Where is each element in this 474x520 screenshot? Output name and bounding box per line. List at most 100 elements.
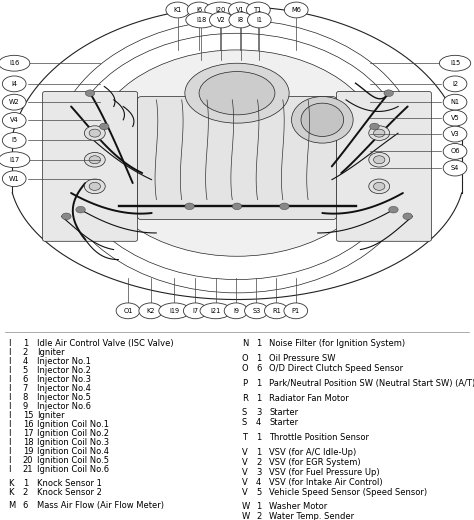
Text: 1: 1 <box>256 448 261 457</box>
Text: 20: 20 <box>23 456 33 465</box>
Text: W1: W1 <box>9 176 19 181</box>
Text: 8: 8 <box>23 393 28 402</box>
Text: Ignition Coil No.6: Ignition Coil No.6 <box>37 465 109 474</box>
Circle shape <box>84 152 105 167</box>
Text: Igniter: Igniter <box>37 348 64 357</box>
Text: V: V <box>242 478 247 487</box>
Text: Igniter: Igniter <box>37 411 64 420</box>
Ellipse shape <box>228 2 252 18</box>
Text: 1: 1 <box>23 340 28 348</box>
Text: N1: N1 <box>451 99 459 105</box>
Circle shape <box>374 183 385 190</box>
Text: I8: I8 <box>238 17 244 23</box>
Ellipse shape <box>139 303 163 319</box>
Text: Water Temp. Sender: Water Temp. Sender <box>269 512 355 520</box>
Ellipse shape <box>284 2 308 18</box>
Text: 6: 6 <box>256 364 261 373</box>
Circle shape <box>389 206 398 213</box>
Text: I17: I17 <box>9 157 19 163</box>
Text: Injector No.2: Injector No.2 <box>37 366 91 375</box>
Text: 5: 5 <box>256 488 261 497</box>
Text: O/D Direct Clutch Speed Sensor: O/D Direct Clutch Speed Sensor <box>269 364 403 373</box>
Circle shape <box>185 203 194 210</box>
Ellipse shape <box>2 76 26 92</box>
Text: N: N <box>242 340 248 348</box>
Text: V4: V4 <box>10 118 18 123</box>
Text: 7: 7 <box>23 384 28 393</box>
Ellipse shape <box>199 72 275 115</box>
Text: 1: 1 <box>256 394 261 402</box>
Circle shape <box>369 126 390 140</box>
Text: Starter: Starter <box>269 408 298 418</box>
Text: 3: 3 <box>256 408 261 418</box>
Ellipse shape <box>186 12 217 28</box>
Text: O: O <box>242 364 248 373</box>
Text: 4: 4 <box>23 357 28 366</box>
Text: Oil Pressure SW: Oil Pressure SW <box>269 354 336 363</box>
Ellipse shape <box>443 160 467 176</box>
Ellipse shape <box>443 76 467 92</box>
Ellipse shape <box>229 12 253 28</box>
Ellipse shape <box>224 303 248 319</box>
Text: VSV (for A/C Idle-Up): VSV (for A/C Idle-Up) <box>269 448 356 457</box>
Text: Ignition Coil No.4: Ignition Coil No.4 <box>37 447 109 456</box>
Ellipse shape <box>183 303 207 319</box>
Circle shape <box>100 123 109 130</box>
Ellipse shape <box>0 152 30 167</box>
Text: 18: 18 <box>23 438 33 447</box>
Text: 6: 6 <box>23 375 28 384</box>
Text: Knock Sensor 1: Knock Sensor 1 <box>37 478 102 488</box>
Ellipse shape <box>2 133 26 148</box>
Text: Injector No.6: Injector No.6 <box>37 402 91 411</box>
Text: O6: O6 <box>450 148 460 154</box>
Text: 19: 19 <box>23 447 33 456</box>
Text: I: I <box>9 375 11 384</box>
Ellipse shape <box>246 2 270 18</box>
Text: Starter: Starter <box>269 419 298 427</box>
Text: Throttle Position Sensor: Throttle Position Sensor <box>269 433 369 442</box>
Ellipse shape <box>2 171 26 187</box>
Text: I: I <box>9 465 11 474</box>
Text: 5: 5 <box>23 366 28 375</box>
Text: R1: R1 <box>272 308 281 314</box>
Text: Washer Motor: Washer Motor <box>269 502 328 511</box>
Text: I: I <box>9 340 11 348</box>
Text: Ignition Coil No.2: Ignition Coil No.2 <box>37 429 109 438</box>
Circle shape <box>85 90 95 97</box>
Ellipse shape <box>439 55 471 71</box>
Text: 2: 2 <box>256 512 261 520</box>
Text: I: I <box>9 393 11 402</box>
Text: S: S <box>242 408 247 418</box>
Text: I: I <box>9 411 11 420</box>
Text: V: V <box>242 468 247 477</box>
Circle shape <box>280 203 289 210</box>
FancyBboxPatch shape <box>43 92 137 241</box>
Text: I18: I18 <box>196 17 207 23</box>
Text: T: T <box>242 433 247 442</box>
Text: 2: 2 <box>23 348 28 357</box>
Circle shape <box>84 179 105 193</box>
Text: I9: I9 <box>233 308 239 314</box>
Text: Park/Neutral Position SW (Neutral Start SW) (A/T): Park/Neutral Position SW (Neutral Start … <box>269 379 474 388</box>
Text: I: I <box>9 402 11 411</box>
Text: V5: V5 <box>451 115 459 121</box>
Text: O1: O1 <box>123 308 133 314</box>
Circle shape <box>89 129 100 137</box>
Ellipse shape <box>116 303 140 319</box>
Text: I: I <box>9 348 11 357</box>
Ellipse shape <box>292 97 353 143</box>
Text: Ignition Coil No.5: Ignition Coil No.5 <box>37 456 109 465</box>
Ellipse shape <box>185 63 289 123</box>
Text: 9: 9 <box>23 402 28 411</box>
Text: K2: K2 <box>146 308 155 314</box>
Text: I: I <box>9 420 11 429</box>
Text: Ignition Coil No.1: Ignition Coil No.1 <box>37 420 109 429</box>
Ellipse shape <box>247 12 271 28</box>
Text: W: W <box>242 512 250 520</box>
Text: Injector No.3: Injector No.3 <box>37 375 91 384</box>
Ellipse shape <box>443 126 467 142</box>
Ellipse shape <box>166 2 190 18</box>
Text: I: I <box>9 384 11 393</box>
Text: V1: V1 <box>236 7 245 13</box>
Text: Injector No.1: Injector No.1 <box>37 357 91 366</box>
